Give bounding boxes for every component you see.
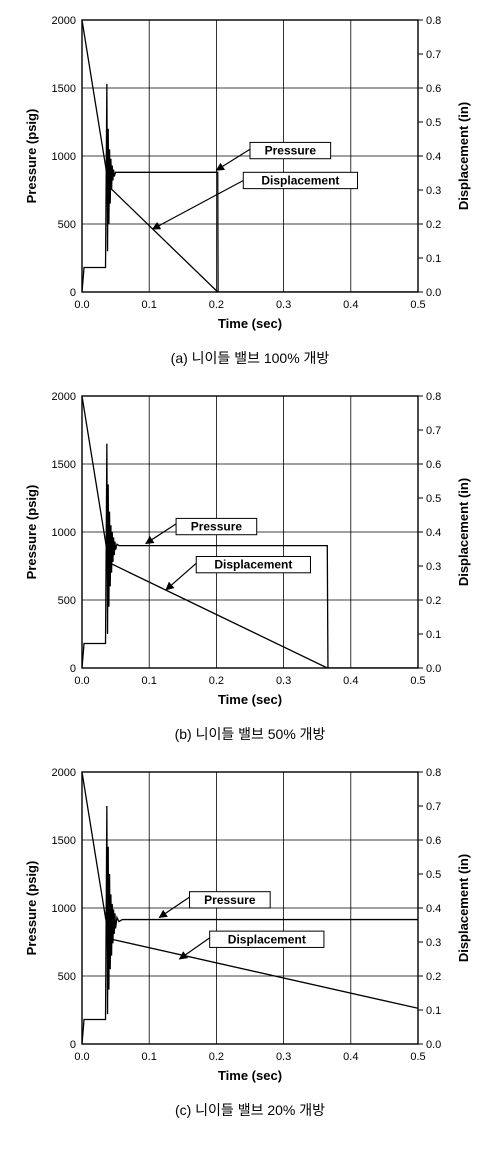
x-tick-label: 0.2 [209,675,224,687]
yl-axis-label: Pressure (psig) [24,861,39,956]
yl-tick-label: 500 [58,971,76,983]
yr-tick-label: 0.8 [426,767,441,779]
yl-tick-label: 2000 [52,391,76,403]
yl-tick-label: 1500 [52,459,76,471]
yr-tick-label: 0.5 [426,117,441,129]
yr-tick-label: 0.4 [426,903,441,915]
yl-tick-label: 500 [58,595,76,607]
x-axis-label: Time (sec) [218,316,282,331]
x-tick-label: 0.3 [276,299,291,311]
displacement-annot-arrow [179,938,209,959]
pressure-annot-arrow [216,149,250,170]
yr-tick-label: 0.1 [426,253,441,265]
yl-tick-label: 2000 [52,15,76,27]
yr-tick-label: 0.7 [426,49,441,61]
yl-axis-label: Pressure (psig) [24,109,39,204]
yr-tick-label: 0.6 [426,83,441,95]
chart-panel-b: 0.0 0.1 0.2 0.3 0.4 0.5 0 500 1000 1500 2000 0.0 0.1… [20,386,480,744]
yr-tick-label: 0.7 [426,801,441,813]
x-tick-label: 0.1 [142,1051,157,1063]
x-tick-label: 0.4 [343,299,358,311]
x-tick-label: 0.5 [410,1051,425,1063]
displacement-line [82,772,418,1008]
yl-tick-label: 1000 [52,903,76,915]
panel-caption: (a) 니이들 밸브 100% 개방 [20,348,480,368]
x-tick-label: 0.3 [276,675,291,687]
yr-axis-label: Displacement (in) [456,102,471,210]
figure-set: 0.0 0.1 0.2 0.3 0.4 0.5 0 500 1000 1500 2000 0.0 0.1… [10,10,490,1120]
panel-caption: (b) 니이들 밸브 50% 개방 [20,724,480,744]
chart-panel-c: 0.0 0.1 0.2 0.3 0.4 0.5 0 500 1000 1500 2000 0.0 0.1… [20,762,480,1120]
pressure-line [82,806,418,1044]
yl-tick-label: 0 [70,1039,76,1051]
pressure-annot-arrow [146,524,176,544]
x-tick-label: 0.0 [74,675,89,687]
x-axis-label: Time (sec) [218,1068,282,1083]
displacement-annot-label: Displacement [228,932,306,946]
chart-panel-a: 0.0 0.1 0.2 0.3 0.4 0.5 0 500 1000 1500 2000 0.0 0.1… [20,10,480,368]
x-tick-label: 0.5 [410,299,425,311]
yr-axis-label: Displacement (in) [456,854,471,962]
displacement-annot-arrow [166,563,196,590]
pressure-annot-label: Pressure [204,893,256,907]
yr-tick-label: 0.0 [426,1039,441,1051]
yr-tick-label: 0.0 [426,287,441,299]
displacement-annot-label: Displacement [214,558,292,572]
yl-tick-label: 0 [70,287,76,299]
yr-tick-label: 0.5 [426,869,441,881]
yr-tick-label: 0.6 [426,835,441,847]
panel-caption: (c) 니이들 밸브 20% 개방 [20,1100,480,1120]
yl-tick-label: 1000 [52,151,76,163]
yl-tick-label: 500 [58,219,76,231]
yr-tick-label: 0.8 [426,391,441,403]
yr-tick-label: 0.2 [426,595,441,607]
yr-tick-label: 0.1 [426,1005,441,1017]
yr-tick-label: 0.5 [426,493,441,505]
yl-tick-label: 1000 [52,527,76,539]
yr-tick-label: 0.8 [426,15,441,27]
pressure-annot-arrow [159,897,189,917]
yr-tick-label: 0.3 [426,561,441,573]
x-tick-label: 0.4 [343,675,358,687]
yr-tick-label: 0.0 [426,663,441,675]
yl-axis-label: Pressure (psig) [24,485,39,580]
yr-tick-label: 0.3 [426,185,441,197]
yl-tick-label: 1500 [52,83,76,95]
pressure-line [82,444,418,668]
x-tick-label: 0.1 [142,299,157,311]
yr-tick-label: 0.6 [426,459,441,471]
yr-tick-label: 0.4 [426,151,441,163]
yr-tick-label: 0.2 [426,219,441,231]
yr-tick-label: 0.7 [426,425,441,437]
pressure-annot-label: Pressure [265,144,317,158]
displacement-annot-arrow [153,180,244,229]
x-tick-label: 0.2 [209,1051,224,1063]
chart-svg: 0.0 0.1 0.2 0.3 0.4 0.5 0 500 1000 1500 2000 0.0 0.1… [20,10,480,340]
x-tick-label: 0.2 [209,299,224,311]
x-tick-label: 0.3 [276,1051,291,1063]
chart-svg: 0.0 0.1 0.2 0.3 0.4 0.5 0 500 1000 1500 2000 0.0 0.1… [20,762,480,1092]
yl-tick-label: 0 [70,663,76,675]
displacement-annot-label: Displacement [261,173,339,187]
x-tick-label: 0.0 [74,1051,89,1063]
yl-tick-label: 2000 [52,767,76,779]
x-axis-label: Time (sec) [218,692,282,707]
yr-tick-label: 0.4 [426,527,441,539]
x-tick-label: 0.1 [142,675,157,687]
x-tick-label: 0.5 [410,675,425,687]
x-tick-label: 0.4 [343,1051,358,1063]
chart-svg: 0.0 0.1 0.2 0.3 0.4 0.5 0 500 1000 1500 2000 0.0 0.1… [20,386,480,716]
yr-tick-label: 0.1 [426,629,441,641]
x-tick-label: 0.0 [74,299,89,311]
yl-tick-label: 1500 [52,835,76,847]
yr-tick-label: 0.3 [426,937,441,949]
yr-axis-label: Displacement (in) [456,478,471,586]
pressure-annot-label: Pressure [191,520,243,534]
yr-tick-label: 0.2 [426,971,441,983]
